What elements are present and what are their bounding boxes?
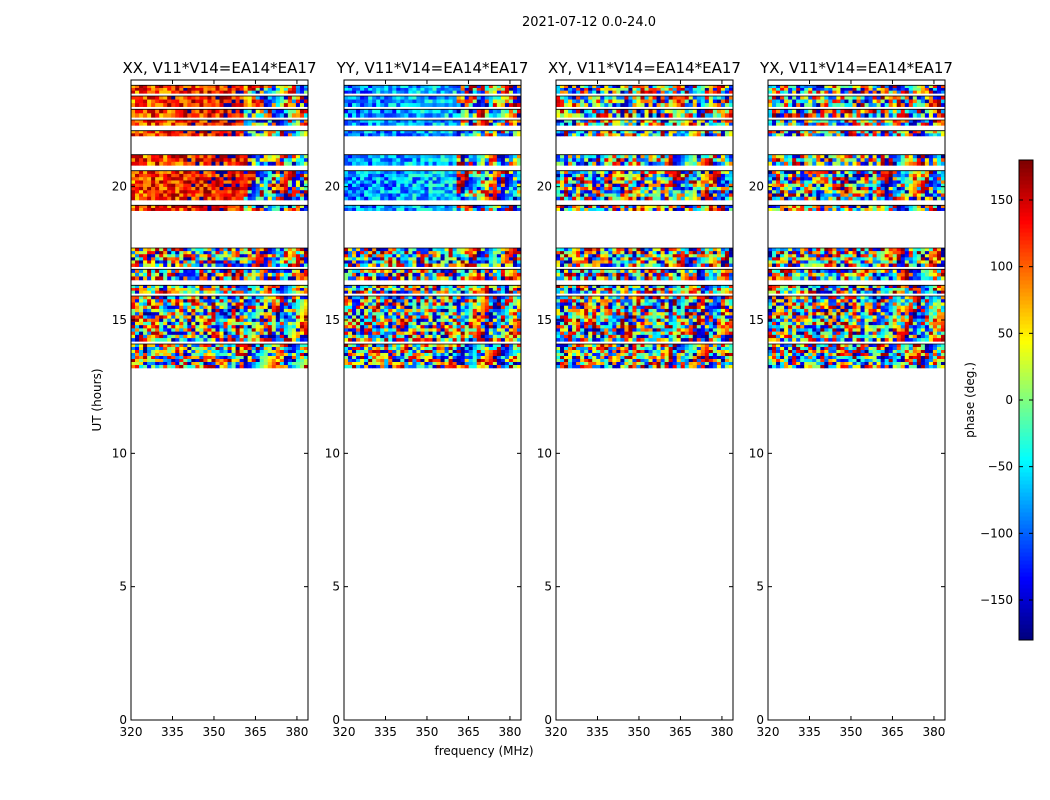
y-tick-label: 0	[544, 713, 552, 727]
x-tick-label: 350	[840, 725, 863, 739]
x-tick-label: 320	[120, 725, 143, 739]
x-tick-label: 335	[374, 725, 397, 739]
heatmap-cells	[768, 84, 945, 369]
colorbar-tick-label: 50	[998, 326, 1013, 340]
x-tick-label: 365	[244, 725, 267, 739]
x-tick-label: 335	[586, 725, 609, 739]
y-tick-label: 0	[332, 713, 340, 727]
panels-group: XX, V11*V14=EA14*EA17 320 335 350 365 380 0 5 10…	[112, 59, 953, 739]
heatmap-cells	[344, 84, 521, 369]
x-axis-label: frequency (MHz)	[434, 744, 533, 758]
x-tick-label: 365	[881, 725, 904, 739]
y-tick-label: 20	[112, 180, 127, 194]
panel-title: YY, V11*V14=EA14*EA17	[336, 59, 529, 77]
colorbar-tick-label: 0	[1005, 393, 1013, 407]
x-tick-label: 365	[669, 725, 692, 739]
y-tick-label: 10	[537, 446, 552, 460]
y-tick-label: 10	[749, 446, 764, 460]
x-tick-label: 320	[333, 725, 356, 739]
y-tick-label: 15	[325, 313, 340, 327]
x-tick-label: 335	[798, 725, 821, 739]
x-tick-label: 320	[757, 725, 780, 739]
plot-frame	[767, 79, 946, 721]
y-tick-label: 15	[537, 313, 552, 327]
colorbar-label: phase (deg.)	[963, 362, 977, 438]
panel-yy: YY, V11*V14=EA14*EA17 320 335 350 365 380 0 5 10…	[325, 59, 529, 739]
heatmap-cells	[131, 84, 308, 369]
y-tick-label: 20	[325, 180, 340, 194]
colorbar: 150 100 50 0 −50 −100 −150	[980, 159, 1034, 641]
y-tick-label: 10	[112, 446, 127, 460]
x-tick-label: 380	[285, 725, 308, 739]
figure-suptitle: 2021-07-12 0.0-24.0	[522, 15, 656, 30]
y-tick-label: 15	[749, 313, 764, 327]
panel-yx: YX, V11*V14=EA14*EA17 320 335 350 365 380 0 5 10…	[749, 59, 953, 739]
x-tick-label: 335	[161, 725, 184, 739]
y-tick-label: 0	[756, 713, 764, 727]
colorbar-tick-label: 150	[990, 193, 1013, 207]
colorbar-tick-label: −150	[980, 593, 1013, 607]
colorbar-tick-label: −100	[980, 526, 1013, 540]
y-tick-label: 5	[756, 580, 764, 594]
x-tick-label: 320	[545, 725, 568, 739]
panel-xy: XY, V11*V14=EA14*EA17 320 335 350 365 380 0 5 10…	[537, 59, 741, 739]
x-tick-label: 380	[922, 725, 945, 739]
x-tick-label: 350	[628, 725, 651, 739]
y-tick-label: 15	[112, 313, 127, 327]
colorbar-tick-label: −50	[988, 460, 1013, 474]
x-tick-label: 380	[498, 725, 521, 739]
plot-frame	[130, 79, 309, 721]
x-tick-label: 380	[710, 725, 733, 739]
y-tick-label: 5	[332, 580, 340, 594]
y-tick-label: 20	[537, 180, 552, 194]
x-tick-label: 350	[416, 725, 439, 739]
plot-frame	[555, 79, 734, 721]
colorbar-tick-label: 100	[990, 260, 1013, 274]
y-tick-label: 0	[119, 713, 127, 727]
panel-title: YX, V11*V14=EA14*EA17	[759, 59, 953, 77]
y-axis-label: UT (hours)	[90, 368, 104, 431]
y-tick-label: 5	[544, 580, 552, 594]
y-tick-label: 10	[325, 446, 340, 460]
heatmap-cells	[556, 84, 733, 369]
panel-title: XX, V11*V14=EA14*EA17	[122, 59, 316, 77]
plot-frame	[343, 79, 522, 721]
panel-title: XY, V11*V14=EA14*EA17	[548, 59, 741, 77]
y-tick-label: 20	[749, 180, 764, 194]
y-tick-label: 5	[119, 580, 127, 594]
x-tick-label: 365	[457, 725, 480, 739]
panel-xx: XX, V11*V14=EA14*EA17 320 335 350 365 380 0 5 10…	[112, 59, 317, 739]
x-tick-label: 350	[203, 725, 226, 739]
